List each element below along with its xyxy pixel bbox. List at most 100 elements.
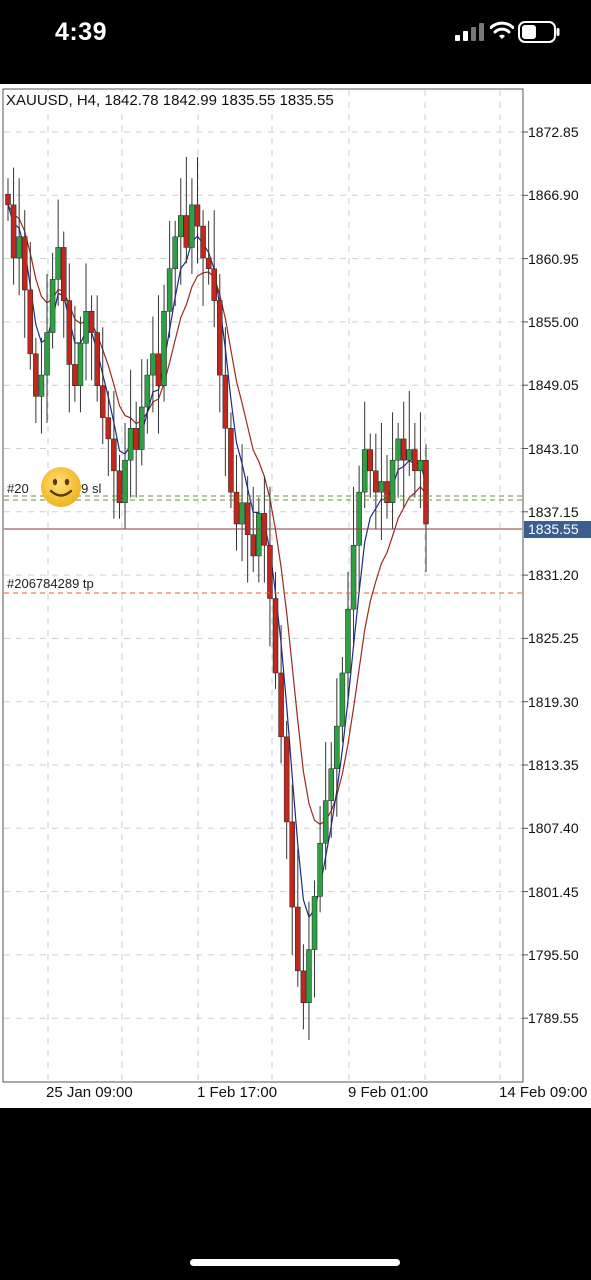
candle-bullish	[38, 374, 45, 397]
candle-bearish	[21, 236, 28, 291]
time-axis-label: 1 Feb 17:00	[197, 1084, 278, 1101]
candle-bearish	[244, 502, 251, 535]
price-axis-label: 1825.25	[528, 630, 579, 647]
candle-bullish	[328, 768, 335, 801]
candle-bearish	[105, 417, 112, 440]
candle-bearish	[233, 491, 240, 525]
candle-bearish	[300, 970, 307, 1004]
candle-bearish	[33, 353, 39, 397]
candle-bearish	[278, 672, 284, 738]
candle-bearish	[5, 193, 11, 206]
time-axis-label: 25 Jan 09:00	[46, 1084, 133, 1101]
candle-bullish	[311, 896, 318, 950]
candle-bearish	[228, 428, 234, 493]
candle-bullish	[144, 374, 151, 408]
candle-bearish	[183, 215, 190, 248]
candle-bullish	[127, 428, 134, 461]
home-indicator[interactable]	[190, 1259, 400, 1266]
candle-bullish	[83, 311, 89, 344]
current-price-tag: 1835.55	[524, 521, 591, 538]
candle-bearish	[289, 821, 295, 908]
candle-bullish	[77, 342, 84, 386]
candle-bullish	[322, 800, 329, 844]
candle-bearish	[88, 311, 95, 333]
price-axis-label: 1843.10	[528, 440, 579, 457]
candle-bearish	[200, 225, 206, 259]
candle-bullish	[166, 268, 173, 312]
chart-area[interactable]: XAUUSD, H4, 1842.78 1842.99 1835.55 1835…	[0, 84, 591, 1108]
price-axis-label: 1860.95	[528, 250, 579, 267]
candle-bullish	[122, 459, 128, 504]
price-axis-label: 1837.15	[528, 503, 579, 520]
candle-bullish	[44, 332, 50, 376]
price-axis-label: 1819.30	[528, 693, 579, 710]
candle-bearish	[94, 332, 100, 386]
candle-bearish	[384, 481, 390, 504]
candle-bearish	[133, 428, 139, 450]
candle-bearish	[222, 374, 229, 429]
status-bar: 4:39	[0, 0, 591, 84]
candle-bullish	[49, 279, 56, 333]
time-axis-label: 14 Feb 09:00	[499, 1084, 588, 1101]
candle-bullish	[350, 545, 357, 610]
battery-icon	[518, 21, 560, 43]
candle-bearish	[111, 438, 117, 472]
price-axis-label: 1866.90	[528, 187, 579, 204]
candle-bearish	[211, 268, 217, 301]
cellular-signal-icon	[455, 23, 484, 41]
candle-bullish	[178, 215, 184, 238]
candle-bearish	[295, 906, 301, 972]
price-axis-label: 1855.00	[528, 313, 579, 330]
candle-bearish	[373, 470, 379, 493]
candle-bullish	[339, 672, 346, 727]
price-chart[interactable]	[0, 84, 591, 1108]
symbol-header: XAUUSD, H4, 1842.78 1842.99 1835.55 1835…	[6, 92, 334, 109]
candle-bearish	[423, 459, 429, 525]
candle-bullish	[361, 449, 368, 493]
candle-bullish	[239, 502, 245, 525]
candle-bearish	[217, 300, 223, 376]
candle-bullish	[150, 353, 156, 376]
status-time: 4:39	[55, 18, 108, 46]
price-axis-label: 1789.55	[528, 1010, 579, 1027]
tp-order-label[interactable]: #206784289 tp	[7, 576, 94, 591]
candle-bullish	[417, 459, 424, 472]
time-axis-label: 9 Feb 01:00	[348, 1084, 429, 1101]
price-axis-label: 1807.40	[528, 820, 579, 837]
candle-bearish	[250, 534, 256, 557]
moving-average-slow	[7, 204, 427, 826]
candle-bearish	[155, 353, 162, 386]
price-axis-label: 1801.45	[528, 883, 579, 900]
sl-order-id: #20	[7, 481, 29, 496]
candle-bullish	[378, 481, 385, 493]
smiley-emoji-icon	[41, 467, 81, 507]
candle-bullish	[356, 491, 362, 546]
candle-bearish	[72, 364, 78, 386]
candle-bearish	[400, 438, 407, 461]
price-axis-label: 1813.35	[528, 757, 579, 773]
candle-bullish	[139, 406, 145, 450]
price-axis-label: 1849.05	[528, 377, 579, 394]
candle-bearish	[116, 470, 123, 504]
price-axis-label: 1831.20	[528, 567, 579, 584]
candle-bullish	[161, 311, 167, 386]
candle-bearish	[412, 449, 418, 472]
price-axis-label: 1872.85	[528, 124, 579, 140]
candle-bullish	[256, 513, 262, 557]
candle-bullish	[317, 842, 323, 897]
candle-bearish	[272, 598, 279, 674]
moving-average-fast	[7, 204, 427, 919]
candle-bearish	[194, 204, 201, 227]
candle-bullish	[389, 459, 396, 504]
candle-bullish	[306, 949, 312, 1004]
candle-bullish	[395, 438, 401, 461]
candle-bullish	[334, 725, 340, 769]
bottom-bar	[0, 1108, 591, 1280]
candle-bearish	[60, 247, 67, 301]
candle-bullish	[55, 247, 61, 280]
candle-bearish	[205, 257, 212, 269]
candle-bearish	[267, 545, 273, 599]
candle-bullish	[16, 236, 22, 259]
candle-bearish	[367, 449, 374, 472]
candle-bullish	[172, 236, 178, 269]
